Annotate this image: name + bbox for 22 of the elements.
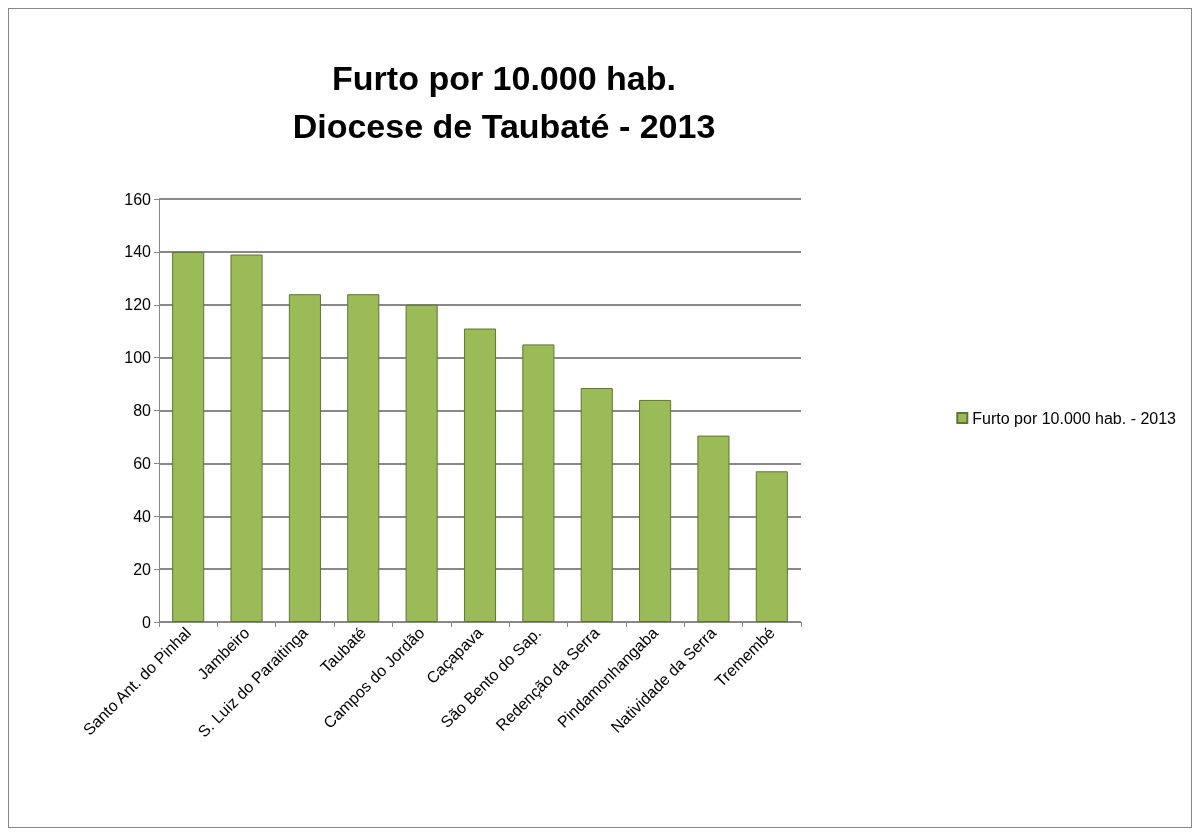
y-tick-label: 60	[133, 454, 152, 472]
y-tick-label: 160	[124, 190, 152, 208]
bar	[639, 399, 672, 622]
legend-label: Furto por 10.000 hab. - 2013	[972, 409, 1177, 427]
bar	[755, 471, 788, 622]
bar	[697, 435, 730, 622]
y-tick-label: 100	[124, 349, 152, 367]
bar	[288, 294, 321, 622]
chart-title: Furto por 10.000 hab. Diocese de Taubaté - 2013	[292, 59, 716, 145]
bar	[172, 251, 205, 622]
y-tick-label: 0	[142, 613, 152, 631]
bar	[580, 388, 613, 622]
bar	[230, 254, 263, 622]
y-tick-label: 80	[133, 402, 152, 419]
bar	[405, 304, 438, 622]
y-tick-label: 40	[133, 507, 152, 525]
y-tick-label: 140	[124, 243, 152, 261]
y-tick-label: 20	[133, 560, 152, 578]
bar	[463, 328, 497, 622]
bar	[522, 344, 555, 622]
bar	[347, 294, 380, 622]
y-tick-label: 120	[124, 296, 152, 314]
